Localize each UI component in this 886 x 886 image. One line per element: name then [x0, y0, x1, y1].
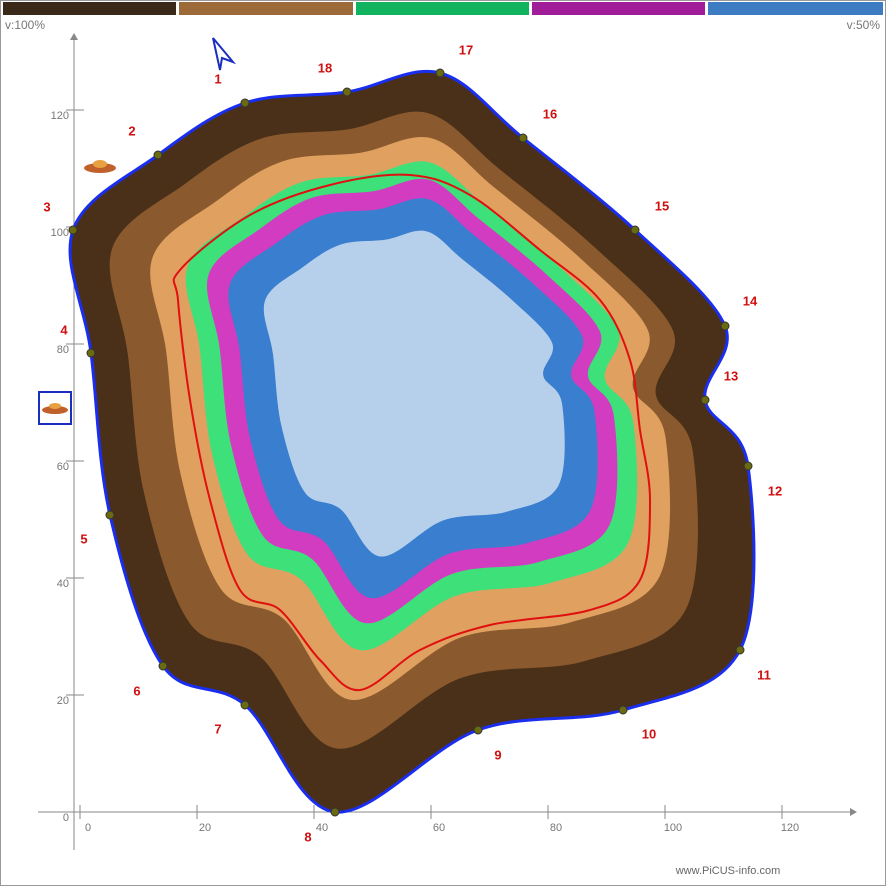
- x-tick-label: 100: [664, 822, 682, 834]
- y-tick-label: 120: [51, 110, 69, 122]
- sensor-label: 16: [543, 106, 557, 121]
- sensor-label: 4: [60, 322, 68, 337]
- sensor-label: 10: [642, 726, 656, 741]
- sensor-point: [240, 700, 250, 710]
- sensor-point: [473, 725, 483, 735]
- sensor-point: [720, 321, 730, 331]
- y-tick-label: 100: [51, 227, 69, 239]
- tree-icon: [84, 160, 116, 173]
- sensor-label: 15: [655, 198, 669, 213]
- x-tick-label: 40: [316, 822, 328, 834]
- color-swatch: [356, 2, 529, 15]
- legend-left-label: v:100%: [5, 18, 45, 32]
- sensor-point: [330, 807, 340, 817]
- x-tick-label: 120: [781, 822, 799, 834]
- sensor-point: [518, 133, 528, 143]
- sensor-point: [618, 705, 628, 715]
- sensor-label: 7: [214, 721, 221, 736]
- y-tick-label: 40: [57, 578, 69, 590]
- sensor-point: [240, 98, 250, 108]
- x-tick-label: 60: [433, 822, 445, 834]
- x-axis-arrow: [850, 808, 857, 816]
- sensor-label: 8: [304, 829, 311, 844]
- y-tick-label: 80: [57, 344, 69, 356]
- legend-right-label: v:50%: [847, 18, 881, 32]
- sensor-label: 1: [214, 71, 221, 86]
- sensor-point: [68, 225, 78, 235]
- sensor-label: 3: [43, 199, 50, 214]
- color-swatch: [3, 2, 176, 15]
- geometry-line: [172, 173, 652, 692]
- x-tick-label: 20: [199, 822, 211, 834]
- sensor-label: 13: [724, 368, 738, 383]
- sensor-label: 6: [133, 683, 140, 698]
- y-axis-arrow: [70, 33, 78, 40]
- axes: 0 20 40 60 80 100 120 0 20 40 60 80 100 120: [38, 33, 857, 850]
- tomogram: [68, 68, 756, 817]
- watermark: www.PiCUS-info.com: [675, 865, 781, 877]
- sensor-point: [342, 87, 352, 97]
- tree-icon-selected[interactable]: [38, 391, 72, 425]
- color-swatch: [179, 2, 353, 15]
- outline: [68, 69, 756, 814]
- sensor-label: 5: [80, 531, 87, 546]
- sensor-point: [735, 645, 745, 655]
- sensor-point: [743, 461, 753, 471]
- sensor-point: [158, 661, 168, 671]
- x-tick-label: 80: [550, 822, 562, 834]
- sensor-label: 2: [128, 123, 135, 138]
- sensor-point: [700, 395, 710, 405]
- color-swatch: [708, 2, 883, 15]
- sensor-point: [153, 150, 163, 160]
- sensor-point: [105, 510, 115, 520]
- sensor-label: 18: [318, 60, 332, 75]
- sensor-label: 9: [494, 747, 501, 762]
- sensor-label: 14: [743, 293, 758, 308]
- y-tick-label: 60: [57, 461, 69, 473]
- color-swatch: [532, 2, 705, 15]
- y-tick-label: 0: [63, 812, 69, 824]
- sensor-point: [86, 348, 96, 358]
- sensor-label: 17: [459, 42, 473, 57]
- sensor-point: [630, 225, 640, 235]
- decay-core: [263, 230, 565, 557]
- x-tick-label: 0: [85, 822, 91, 834]
- color-bar: [3, 2, 883, 15]
- sensor-label: 12: [768, 483, 782, 498]
- north-arrow: [212, 37, 237, 71]
- sensor-point: [435, 68, 445, 78]
- sensor-label: 11: [757, 667, 771, 682]
- y-tick-label: 20: [57, 695, 69, 707]
